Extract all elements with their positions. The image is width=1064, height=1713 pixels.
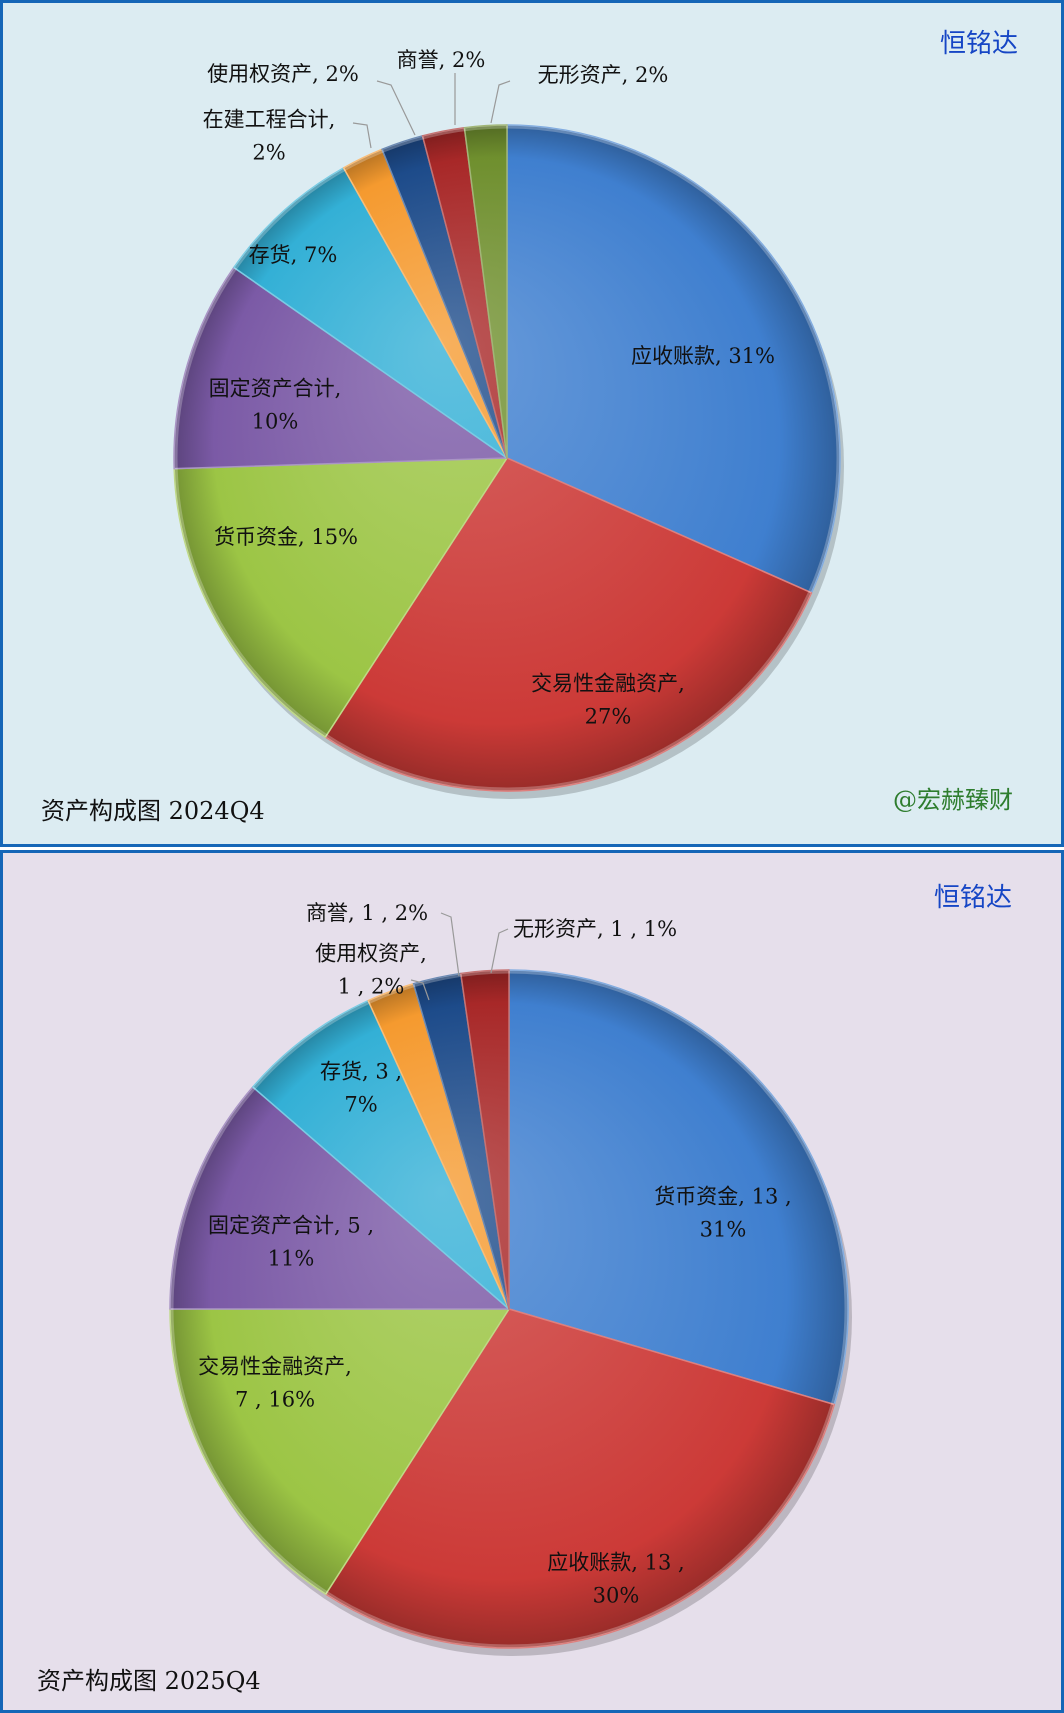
slice-data-label: 固定资产合计, 5 , 11% [208, 1214, 374, 1271]
pie-slice [252, 999, 510, 1310]
slice-data-label: 货币资金, 13 , 31% [654, 1185, 791, 1242]
slice-data-label: 存货, 3 , 7% [320, 1060, 402, 1117]
slice-data-label: 应收账款, 31% [631, 344, 775, 368]
slice-data-label: 商誉, 1 , 2% [306, 901, 428, 925]
slice-data-label: 存货, 7% [249, 243, 338, 267]
leader-line [352, 122, 372, 149]
pie-slice [173, 266, 508, 470]
slice-data-label: 无形资产, 2% [538, 63, 669, 87]
slice-data-label: 使用权资产, 2% [207, 62, 359, 86]
slice-data-label: 使用权资产, 1 , 2% [315, 942, 427, 999]
pie-slice [324, 1308, 836, 1649]
leader-line [376, 80, 416, 136]
company-name: 恒铭达 [939, 29, 1018, 59]
leader-line [410, 979, 430, 1001]
slice-data-label: 无形资产, 1 , 1% [513, 917, 677, 941]
leader-line [490, 928, 509, 974]
leader-line [490, 80, 511, 124]
pie-slice [233, 167, 508, 459]
pie-slice [324, 457, 813, 792]
pie-slice [463, 124, 508, 459]
pie-slice [508, 969, 849, 1406]
pie-slice [460, 969, 510, 1310]
pie-slice [169, 1086, 510, 1310]
pie-rim [170, 970, 848, 1648]
pie-chart-2025q4: 货币资金, 13 , 31% 应收账款, 13 , 30% 交易性金融资产, 7 , 16… [169, 901, 852, 1656]
chart-panel-2025q4: 货币资金, 13 , 31% 应收账款, 13 , 30% 交易性金融资产, 7 , 16… [0, 850, 1064, 1713]
pie-chart-2024q4: 应收账款, 31% 交易性金融资产, 27% 货币资金, 15% 固定资产合计, 10% 存… [173, 48, 844, 799]
slice-data-label: 交易性金融资产, 27% [531, 672, 685, 729]
chart-caption: 资产构成图 2025Q4 [37, 1667, 261, 1695]
slice-data-label: 在建工程合计, 2% [203, 108, 336, 165]
pie-slice [169, 1308, 510, 1595]
slice-data-label: 交易性金融资产, 7 , 16% [198, 1355, 352, 1412]
slice-data-label: 商誉, 2% [397, 48, 486, 72]
watermark: @宏赫臻财 [893, 786, 1013, 814]
leader-line [440, 912, 460, 977]
pie-slice [173, 457, 508, 738]
company-name: 恒铭达 [933, 883, 1012, 913]
pie-slice [506, 124, 841, 594]
pie-rim [174, 125, 840, 791]
chart-panel-2024q4: 应收账款, 31% 交易性金融资产, 27% 货币资金, 15% 固定资产合计, 10% 存… [0, 0, 1064, 847]
slice-data-label: 应收账款, 13 , 30% [547, 1551, 684, 1608]
slice-data-label: 固定资产合计, 10% [209, 377, 342, 434]
chart-caption: 资产构成图 2024Q4 [41, 797, 265, 825]
slice-data-label: 货币资金, 15% [214, 525, 358, 549]
